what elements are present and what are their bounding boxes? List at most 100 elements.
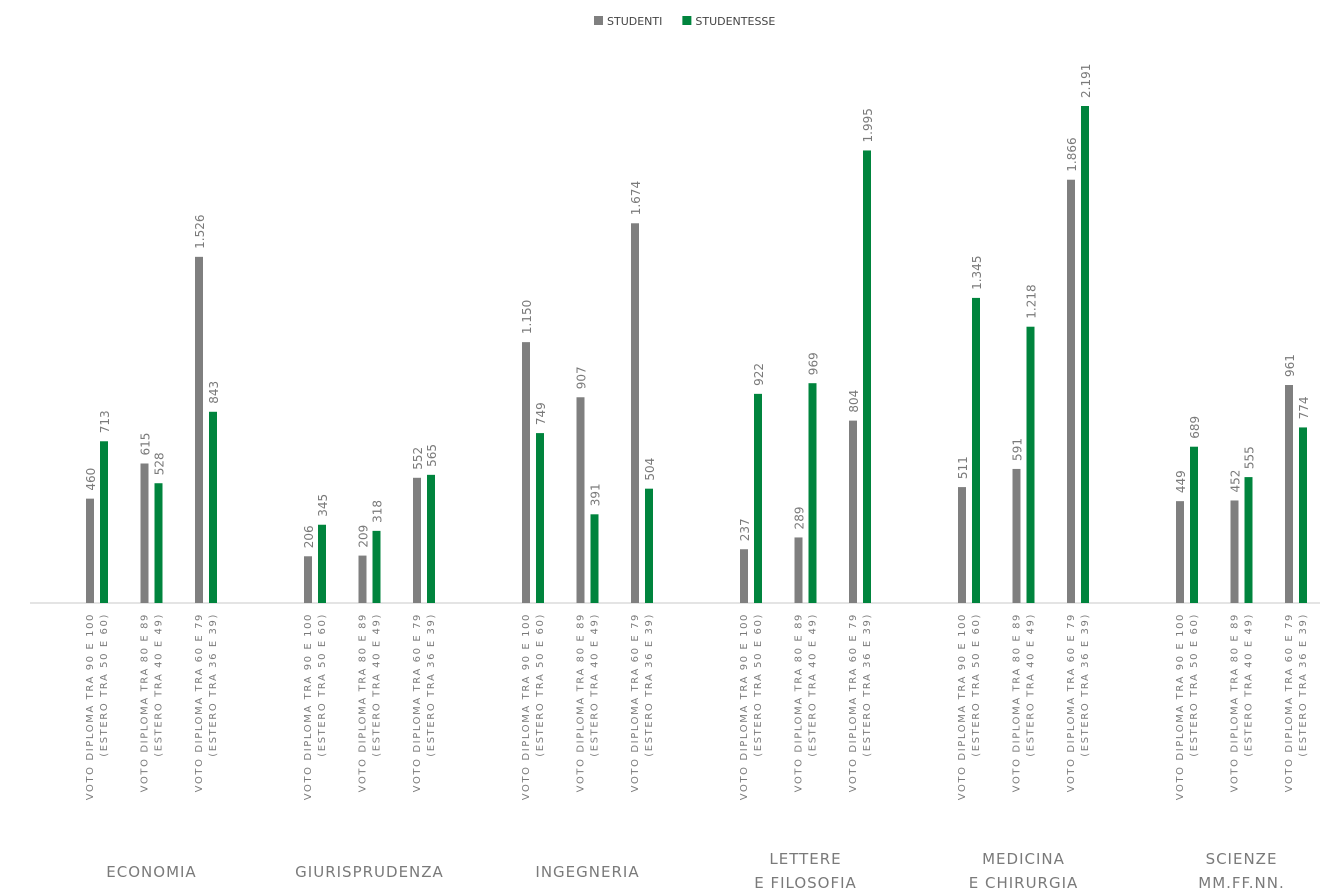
category-label: (ESTERO TRA 36 E 39): [208, 613, 219, 757]
value-label: 907: [575, 366, 589, 389]
bar: [140, 463, 149, 603]
category-label: VOTO DIPLOMA TRA 90 E 100: [957, 613, 968, 800]
bar: [100, 441, 108, 603]
value-label: 565: [425, 444, 439, 467]
value-label: 504: [643, 458, 657, 481]
legend-swatch: [594, 16, 603, 25]
value-label: 209: [357, 525, 371, 548]
category-label: (ESTERO TRA 40 E 49): [1026, 613, 1037, 757]
value-label: 528: [153, 452, 167, 475]
category-label: VOTO DIPLOMA TRA 60 E 79: [1284, 613, 1295, 792]
value-label: 511: [956, 456, 970, 479]
value-label: 449: [1174, 470, 1188, 493]
bar: [863, 150, 871, 603]
bar: [645, 488, 653, 603]
bar: [1230, 500, 1239, 603]
category-label: (ESTERO TRA 36 E 39): [644, 613, 655, 757]
group-label: INGEGNERIA: [535, 863, 639, 881]
value-label: 318: [371, 500, 385, 523]
category-label: (ESTERO TRA 50 E 60): [971, 613, 982, 757]
value-label: 555: [1243, 446, 1257, 469]
bar: [1190, 446, 1198, 603]
group-label: LETTERE: [769, 850, 841, 868]
legend-label: STUDENTESSE: [695, 15, 775, 28]
bar: [413, 477, 421, 603]
value-label: 391: [589, 483, 603, 506]
bar: [358, 555, 367, 603]
category-label: VOTO DIPLOMA TRA 60 E 79: [194, 613, 205, 792]
bar: [1026, 326, 1035, 603]
category-label: (ESTERO TRA 36 E 39): [426, 613, 437, 757]
value-label: 1.345: [970, 256, 984, 290]
value-label: 591: [1011, 438, 1025, 461]
category-label: VOTO DIPLOMA TRA 60 E 79: [630, 613, 641, 792]
value-label: 1.218: [1025, 284, 1039, 318]
category-label: VOTO DIPLOMA TRA 90 E 100: [739, 613, 750, 800]
category-label: (ESTERO TRA 36 E 39): [1298, 613, 1309, 757]
value-label: 961: [1283, 354, 1297, 377]
bar: [522, 342, 530, 603]
value-label: 1.995: [861, 108, 875, 142]
bar: [209, 411, 217, 603]
category-label: (ESTERO TRA 50 E 60): [1189, 613, 1200, 757]
category-label: (ESTERO TRA 40 E 49): [808, 613, 819, 757]
bar: [1299, 427, 1307, 603]
value-label: 237: [738, 518, 752, 541]
group-label: GIURISPRUDENZA: [295, 863, 444, 881]
bar: [958, 487, 966, 603]
value-label: 713: [98, 410, 112, 433]
bar: [590, 514, 599, 603]
category-label: VOTO DIPLOMA TRA 90 E 100: [1175, 613, 1186, 800]
value-label: 1.674: [629, 181, 643, 215]
group-label: SCIENZE: [1206, 850, 1278, 868]
category-label: (ESTERO TRA 36 E 39): [1080, 613, 1091, 757]
value-label: 206: [302, 525, 316, 548]
bar: [631, 223, 639, 603]
value-label: 452: [1229, 470, 1243, 493]
bar: [427, 474, 435, 603]
group-label: MEDICINA: [982, 850, 1065, 868]
bar: [1067, 179, 1075, 603]
category-label: VOTO DIPLOMA TRA 80 E 89: [1012, 613, 1023, 792]
value-label: 843: [207, 381, 221, 404]
category-label: VOTO DIPLOMA TRA 60 E 79: [1066, 613, 1077, 792]
bar: [576, 397, 585, 603]
category-label: VOTO DIPLOMA TRA 80 E 89: [1230, 613, 1241, 792]
value-label: 615: [139, 433, 153, 456]
group-label: E CHIRURGIA: [969, 874, 1079, 891]
bar: [740, 549, 748, 603]
group-label: ECONOMIA: [106, 863, 196, 881]
group-label: MM.FF.NN.: [1198, 874, 1284, 891]
bar: [849, 420, 857, 603]
category-label: (ESTERO TRA 50 E 60): [753, 613, 764, 757]
bar: [1285, 385, 1293, 603]
value-label: 922: [752, 363, 766, 386]
category-label: VOTO DIPLOMA TRA 60 E 79: [412, 613, 423, 792]
category-label: (ESTERO TRA 50 E 60): [317, 613, 328, 757]
value-label: 774: [1297, 397, 1311, 420]
value-label: 969: [807, 352, 821, 375]
category-label: (ESTERO TRA 40 E 49): [372, 613, 383, 757]
value-label: 289: [793, 507, 807, 530]
bar: [1081, 106, 1089, 603]
bar: [972, 297, 980, 603]
category-label: VOTO DIPLOMA TRA 90 E 100: [521, 613, 532, 800]
category-label: (ESTERO TRA 50 E 60): [99, 613, 110, 757]
bar: [1176, 501, 1184, 603]
bar: [304, 556, 312, 603]
category-label: (ESTERO TRA 50 E 60): [535, 613, 546, 757]
bar: [536, 433, 544, 603]
value-label: 345: [316, 494, 330, 517]
category-label: VOTO DIPLOMA TRA 90 E 100: [303, 613, 314, 800]
group-label: E FILOSOFIA: [754, 874, 857, 891]
value-label: 460: [84, 468, 98, 491]
category-label: (ESTERO TRA 40 E 49): [154, 613, 165, 757]
category-label: (ESTERO TRA 40 E 49): [590, 613, 601, 757]
value-label: 1.526: [193, 214, 207, 248]
category-label: VOTO DIPLOMA TRA 60 E 79: [848, 613, 859, 792]
value-label: 689: [1188, 416, 1202, 439]
category-label: VOTO DIPLOMA TRA 80 E 89: [358, 613, 369, 792]
bar: [754, 393, 762, 603]
value-label: 2.191: [1079, 64, 1093, 98]
